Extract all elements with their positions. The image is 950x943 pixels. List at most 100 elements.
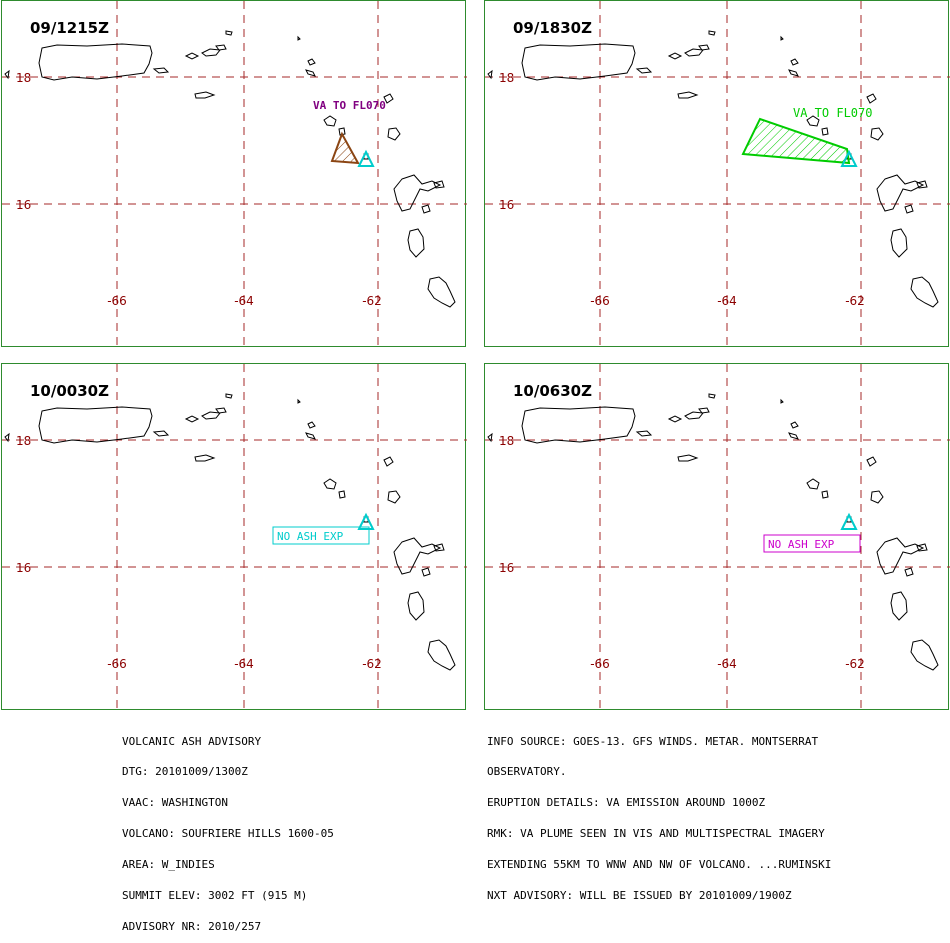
map-panel-4: 18 16 -66 -64 -62 NO ASH EXP 10/0630Z <box>484 363 950 711</box>
island-anguilla <box>307 58 316 66</box>
island-st-martin <box>305 69 316 77</box>
latitude-label: 16 <box>499 561 514 575</box>
island-nevis <box>821 490 829 499</box>
island-virgin-islands <box>201 411 221 420</box>
volcano-marker-icon <box>840 512 858 530</box>
island-puerto-rico <box>521 406 636 444</box>
advisory-line: ADVISORY NR: 2010/257 <box>122 919 262 933</box>
map-panel-2: 18 16 -66 -64 -62 VA TO FL070 09/1830Z <box>484 0 950 348</box>
island-barbuda <box>383 456 394 467</box>
panel-time-label: 09/1830Z <box>513 19 592 37</box>
ash-label: VA TO FL070 <box>313 99 386 112</box>
island-hispaniola-edge <box>4 69 10 80</box>
island-barbuda <box>383 93 394 104</box>
island-marie-galante <box>421 204 431 214</box>
island-hispaniola-edge <box>487 432 493 443</box>
volcano-marker-icon <box>840 149 858 167</box>
panel-time-label: 09/1215Z <box>30 19 109 37</box>
island-st-kitts-nevis <box>806 115 820 127</box>
island-sombrero <box>780 398 784 404</box>
longitude-label: -66 <box>590 657 610 671</box>
island-antigua <box>387 490 401 504</box>
latitude-label: 18 <box>16 434 31 448</box>
island-nevis <box>338 490 346 499</box>
island-virgin-islands <box>215 407 227 414</box>
island-sombrero <box>297 35 301 41</box>
island-anegada <box>708 30 716 36</box>
advisory-line: VAAC: WASHINGTON <box>122 796 228 810</box>
island-barbuda <box>866 456 877 467</box>
island-martinique <box>427 639 456 671</box>
island-antigua <box>870 127 884 141</box>
island-st-croix <box>194 91 216 99</box>
panel-time-label: 10/0630Z <box>513 382 592 400</box>
island-vieques <box>152 67 170 74</box>
island-grande-terre <box>916 180 928 189</box>
island-dominica <box>890 228 908 258</box>
island-hispaniola-edge <box>487 69 493 80</box>
island-grande-terre <box>916 543 928 552</box>
island-martinique <box>427 276 456 308</box>
island-martinique <box>910 276 939 308</box>
island-dominica <box>407 591 425 621</box>
advisory-line: DTG: 20101009/1300Z <box>122 765 248 779</box>
advisory-line: INFO SOURCE: GOES-13. GFS WINDS. METAR. … <box>487 734 819 748</box>
longitude-label: -64 <box>717 657 737 671</box>
volcano-marker-icon <box>357 149 375 167</box>
island-vieques <box>635 430 653 437</box>
map-panel-1: 18 16 -66 -64 -62 VA TO FL070 09/1215Z <box>1 0 467 348</box>
island-sombrero <box>297 398 301 404</box>
ash-label: NO ASH EXP <box>768 538 835 551</box>
island-martinique <box>910 639 939 671</box>
island-st-croix <box>677 454 699 462</box>
island-nevis <box>338 127 346 136</box>
latitude-label: 16 <box>499 198 514 212</box>
island-nevis <box>821 127 829 136</box>
island-sombrero <box>780 35 784 41</box>
island-virgin-islands <box>684 411 704 420</box>
island-st-kitts-nevis <box>323 115 337 127</box>
no-ash-box <box>763 534 861 553</box>
longitude-label: -64 <box>234 294 254 308</box>
ash-label: VA TO FL070 <box>793 106 872 120</box>
longitude-label: -62 <box>362 657 382 671</box>
longitude-label: -64 <box>234 657 254 671</box>
island-virgin-islands <box>698 407 710 414</box>
advisory-text-right: INFO SOURCE: GOES-13. GFS WINDS. METAR. … <box>487 716 831 912</box>
latitude-label: 18 <box>499 434 514 448</box>
ash-cloud-polygon <box>330 131 360 165</box>
advisory-line: EXTENDING 55KM TO WNW AND NW OF VOLCANO.… <box>487 858 832 872</box>
ash-cloud-polygon <box>741 117 851 165</box>
island-virgin-islands <box>667 415 683 423</box>
island-puerto-rico <box>38 406 153 444</box>
island-anguilla <box>790 58 799 66</box>
island-barbuda <box>866 93 877 104</box>
island-st-martin <box>788 69 799 77</box>
island-virgin-islands <box>667 52 683 60</box>
island-st-martin <box>305 432 316 440</box>
island-guadeloupe <box>876 537 925 575</box>
island-puerto-rico <box>38 43 153 81</box>
island-guadeloupe <box>393 174 442 212</box>
map-canvas: 18 16 -66 -64 -62 VA TO FL070 <box>2 1 467 348</box>
island-grande-terre <box>433 543 445 552</box>
island-anguilla <box>307 421 316 429</box>
island-dominica <box>890 591 908 621</box>
island-puerto-rico <box>521 43 636 81</box>
latitude-label: 16 <box>16 198 31 212</box>
ash-label: NO ASH EXP <box>277 530 344 543</box>
advisory-line: OBSERVATORY. <box>487 765 567 779</box>
advisory-line: VOLCANO: SOUFRIERE HILLS 1600-05 <box>122 827 334 841</box>
island-virgin-islands <box>698 44 710 51</box>
longitude-label: -62 <box>362 294 382 308</box>
longitude-label: -62 <box>845 294 865 308</box>
island-st-kitts-nevis <box>323 478 337 490</box>
island-guadeloupe <box>876 174 925 212</box>
no-ash-box <box>272 526 370 545</box>
island-marie-galante <box>904 204 914 214</box>
panel-time-label: 10/0030Z <box>30 382 109 400</box>
island-virgin-islands <box>184 52 200 60</box>
island-virgin-islands <box>215 44 227 51</box>
advisory-text-left: VOLCANIC ASH ADVISORY DTG: 20101009/1300… <box>122 716 334 943</box>
island-anegada <box>708 393 716 399</box>
